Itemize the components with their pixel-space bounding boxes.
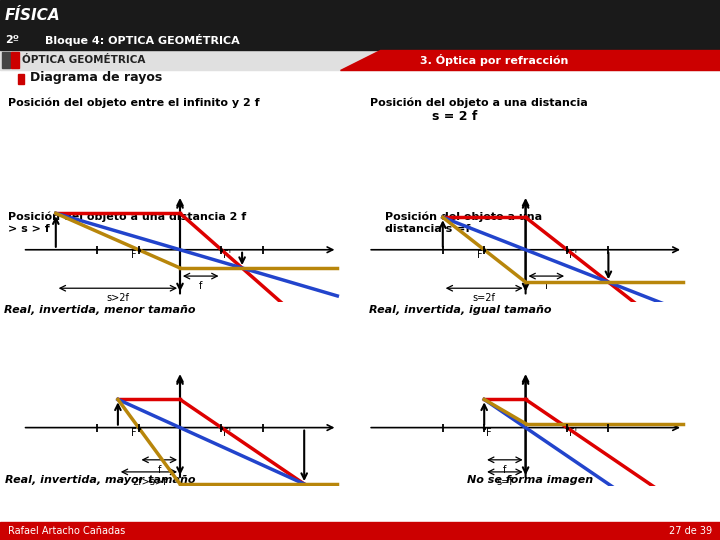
- Text: s = 2 f: s = 2 f: [432, 110, 477, 123]
- Text: F': F': [223, 250, 232, 260]
- Bar: [0, 30, 720, 50]
- Text: Posición del objeto entre el infinito y 2 f: Posición del objeto entre el infinito y …: [8, 97, 260, 107]
- Text: F': F': [223, 428, 232, 437]
- Text: f: f: [503, 465, 507, 475]
- Text: ÓPTICA GEOMÉTRICA: ÓPTICA GEOMÉTRICA: [22, 55, 145, 65]
- Text: 3. Óptica por refracción: 3. Óptica por refracción: [420, 54, 568, 66]
- Text: F: F: [131, 250, 137, 260]
- Text: FÍSICA: FÍSICA: [5, 8, 60, 23]
- Text: Posición del objeto a una distancia 2 f: Posición del objeto a una distancia 2 f: [8, 212, 246, 222]
- Text: 2º: 2º: [5, 35, 19, 45]
- Text: 2f>s>f: 2f>s>f: [132, 477, 166, 487]
- Text: distancia s =f: distancia s =f: [385, 224, 470, 234]
- Text: f: f: [158, 465, 161, 475]
- Text: s=2f: s=2f: [473, 293, 495, 303]
- Text: s>2f: s>2f: [107, 293, 130, 303]
- Text: Rafael Artacho Cañadas: Rafael Artacho Cañadas: [8, 526, 125, 536]
- Bar: [0, 50, 720, 70]
- Text: F': F': [569, 250, 577, 260]
- Text: 27 de 39: 27 de 39: [669, 526, 712, 536]
- Bar: [18, 74, 24, 84]
- Polygon shape: [340, 50, 720, 70]
- Text: > s > f: > s > f: [8, 224, 50, 234]
- Text: Diagrama de rayos: Diagrama de rayos: [30, 71, 162, 84]
- Text: Bloque 4: OPTICA GEOMÉTRICA: Bloque 4: OPTICA GEOMÉTRICA: [45, 34, 240, 46]
- Text: f: f: [544, 281, 548, 291]
- Text: Posición del objeto a una distancia: Posición del objeto a una distancia: [370, 97, 588, 107]
- Bar: [0, 522, 720, 540]
- Text: F: F: [131, 428, 137, 437]
- Text: Real, invertida, menor tamaño: Real, invertida, menor tamaño: [4, 305, 196, 315]
- Text: f: f: [199, 281, 202, 291]
- Text: s=f: s=f: [497, 477, 513, 487]
- Bar: [0, 0, 720, 30]
- Bar: [11, 52, 19, 68]
- Text: Real, invertida, mayor tamaño: Real, invertida, mayor tamaño: [5, 475, 195, 485]
- Text: F: F: [486, 428, 492, 437]
- Text: No se forma imagen: No se forma imagen: [467, 475, 593, 485]
- Text: Real, invertida, igual tamaño: Real, invertida, igual tamaño: [369, 305, 552, 315]
- Text: F: F: [477, 250, 482, 260]
- Text: Posición del objeto a una: Posición del objeto a una: [385, 212, 542, 222]
- Bar: [2, 52, 10, 68]
- Text: F': F': [569, 428, 577, 437]
